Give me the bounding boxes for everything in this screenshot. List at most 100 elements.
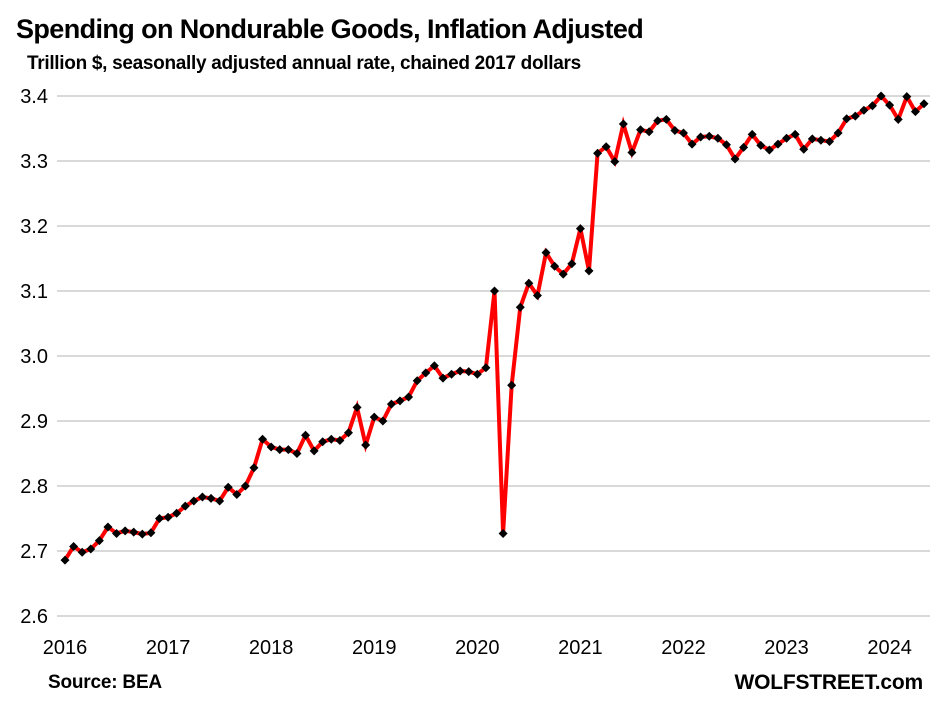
data-point-marker <box>575 224 585 234</box>
data-point-marker <box>369 412 379 422</box>
data-point-marker <box>249 463 259 473</box>
data-point-marker <box>867 101 877 111</box>
data-point-marker <box>215 496 225 506</box>
data-point-marker <box>713 133 723 143</box>
data-point-marker <box>429 361 439 371</box>
data-point-marker <box>189 496 199 506</box>
y-tick-label: 2.6 <box>20 606 48 628</box>
data-point-marker <box>386 399 396 409</box>
data-point-marker <box>197 492 207 502</box>
data-point-marker <box>301 430 311 440</box>
y-tick-label: 3.4 <box>20 86 48 108</box>
data-point-marker <box>129 527 139 537</box>
data-point-marker <box>610 157 620 167</box>
y-tick-label: 3.2 <box>20 216 48 238</box>
x-tick-label: 2018 <box>249 637 294 659</box>
x-tick-label: 2019 <box>352 637 397 659</box>
x-tick-label: 2023 <box>764 637 809 659</box>
data-point-marker <box>258 434 268 444</box>
data-point-marker <box>275 445 285 455</box>
data-point-marker <box>172 508 182 518</box>
data-point-marker <box>163 512 173 522</box>
y-tick-label: 2.9 <box>20 411 48 433</box>
data-point-marker <box>747 129 757 139</box>
data-point-marker <box>532 291 542 301</box>
data-point-marker <box>464 367 474 377</box>
data-point-marker <box>69 541 79 551</box>
data-point-marker <box>756 140 766 150</box>
data-point-marker <box>850 111 860 121</box>
data-point-marker <box>77 547 87 557</box>
data-point-marker <box>618 119 628 129</box>
data-point-marker <box>584 266 594 276</box>
x-tick-label: 2020 <box>455 637 500 659</box>
data-point-marker <box>721 140 731 150</box>
data-point-marker <box>326 434 336 444</box>
data-point-marker <box>421 368 431 378</box>
data-point-marker <box>833 128 843 138</box>
data-point-marker <box>567 259 577 269</box>
y-tick-label: 3.3 <box>20 151 48 173</box>
y-tick-label: 2.7 <box>20 541 48 563</box>
data-point-marker <box>790 129 800 139</box>
data-point-marker <box>696 132 706 142</box>
data-point-marker <box>94 536 104 546</box>
source-label: Source: BEA <box>48 672 162 693</box>
data-point-marker <box>902 92 912 102</box>
data-point-marker <box>232 489 242 499</box>
data-point-marker <box>678 128 688 138</box>
data-point-marker <box>292 449 302 458</box>
data-point-marker <box>412 376 422 386</box>
data-point-marker <box>661 114 671 124</box>
data-point-marker <box>146 528 156 538</box>
data-point-marker <box>670 125 680 135</box>
data-point-marker <box>644 127 654 137</box>
data-point-marker <box>103 522 113 532</box>
data-point-marker <box>438 373 448 383</box>
data-point-marker <box>558 269 568 279</box>
data-point-marker <box>223 482 233 492</box>
data-point-marker <box>180 501 190 511</box>
x-tick-label: 2016 <box>43 637 88 659</box>
data-point-marker <box>816 135 826 145</box>
data-point-marker <box>764 145 774 155</box>
y-tick-label: 3.1 <box>20 281 48 303</box>
data-point-marker <box>782 133 792 143</box>
data-point-marker <box>404 392 414 402</box>
data-point-marker <box>541 248 551 258</box>
data-point-marker <box>773 139 783 149</box>
data-point-marker <box>730 154 740 164</box>
data-point-marker <box>876 91 886 101</box>
x-tick-label: 2024 <box>867 637 912 659</box>
data-point-marker <box>515 302 525 312</box>
data-point-marker <box>593 148 603 158</box>
data-point-marker <box>154 514 164 523</box>
data-point-marker <box>60 555 70 565</box>
data-point-marker <box>266 442 276 452</box>
data-point-marker <box>240 481 250 491</box>
data-point-marker <box>910 107 920 117</box>
data-point-marker <box>283 445 293 455</box>
chart-title: Spending on Nondurable Goods, Inflation … <box>16 14 644 44</box>
data-point-marker <box>318 437 328 447</box>
data-point-marker <box>507 380 517 390</box>
data-point-marker <box>447 369 457 379</box>
data-point-marker <box>378 416 388 426</box>
data-point-marker <box>919 99 929 109</box>
data-point-marker <box>335 436 345 445</box>
data-point-marker <box>137 529 147 539</box>
data-point-marker <box>859 105 869 115</box>
data-point-marker <box>86 544 96 554</box>
data-point-marker <box>472 369 482 379</box>
data-point-marker <box>636 125 646 135</box>
data-point-marker <box>739 142 749 152</box>
data-point-marker <box>361 440 371 450</box>
data-point-marker <box>885 100 895 110</box>
data-point-marker <box>112 528 122 538</box>
data-point-marker <box>498 528 508 538</box>
data-point-marker <box>309 446 319 456</box>
data-point-marker <box>807 134 817 144</box>
data-point-marker <box>627 148 637 158</box>
data-point-marker <box>395 396 405 406</box>
